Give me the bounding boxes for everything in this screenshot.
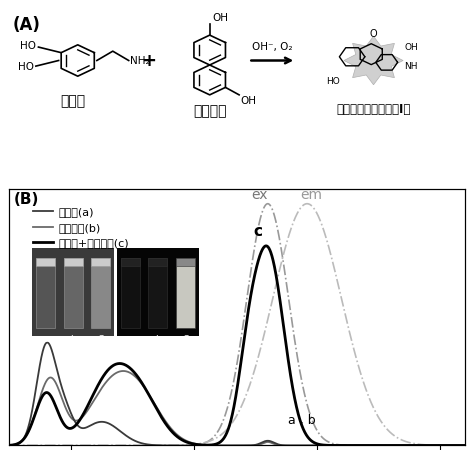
Text: em: em: [300, 188, 322, 202]
Polygon shape: [344, 36, 403, 85]
Text: ex: ex: [251, 188, 267, 202]
Text: HO: HO: [18, 62, 34, 72]
Text: (B): (B): [14, 192, 39, 207]
Text: NH₂: NH₂: [129, 55, 149, 66]
Text: 萘基衍生物分子（式I）: 萘基衍生物分子（式I）: [337, 103, 410, 116]
Text: +: +: [141, 51, 156, 69]
Text: c: c: [254, 224, 263, 239]
Text: OH: OH: [212, 13, 228, 23]
Text: O: O: [370, 29, 377, 39]
Text: 间萘二酚: 间萘二酚: [193, 104, 227, 118]
Text: a , b: a , b: [288, 414, 316, 427]
Text: (A): (A): [13, 16, 41, 34]
Text: NH: NH: [404, 62, 418, 71]
Text: HO: HO: [326, 76, 339, 86]
Text: HO: HO: [20, 41, 36, 51]
Text: OH⁻, O₂: OH⁻, O₂: [252, 42, 292, 52]
Text: OH: OH: [404, 43, 418, 52]
Text: 多巴胺: 多巴胺: [61, 94, 86, 108]
Legend: 多巴胺(a), 间萘二酚(b), 多巴胺+间萘二酚(c): 多巴胺(a), 间萘二酚(b), 多巴胺+间萘二酚(c): [29, 202, 134, 253]
Text: OH: OH: [240, 95, 256, 106]
